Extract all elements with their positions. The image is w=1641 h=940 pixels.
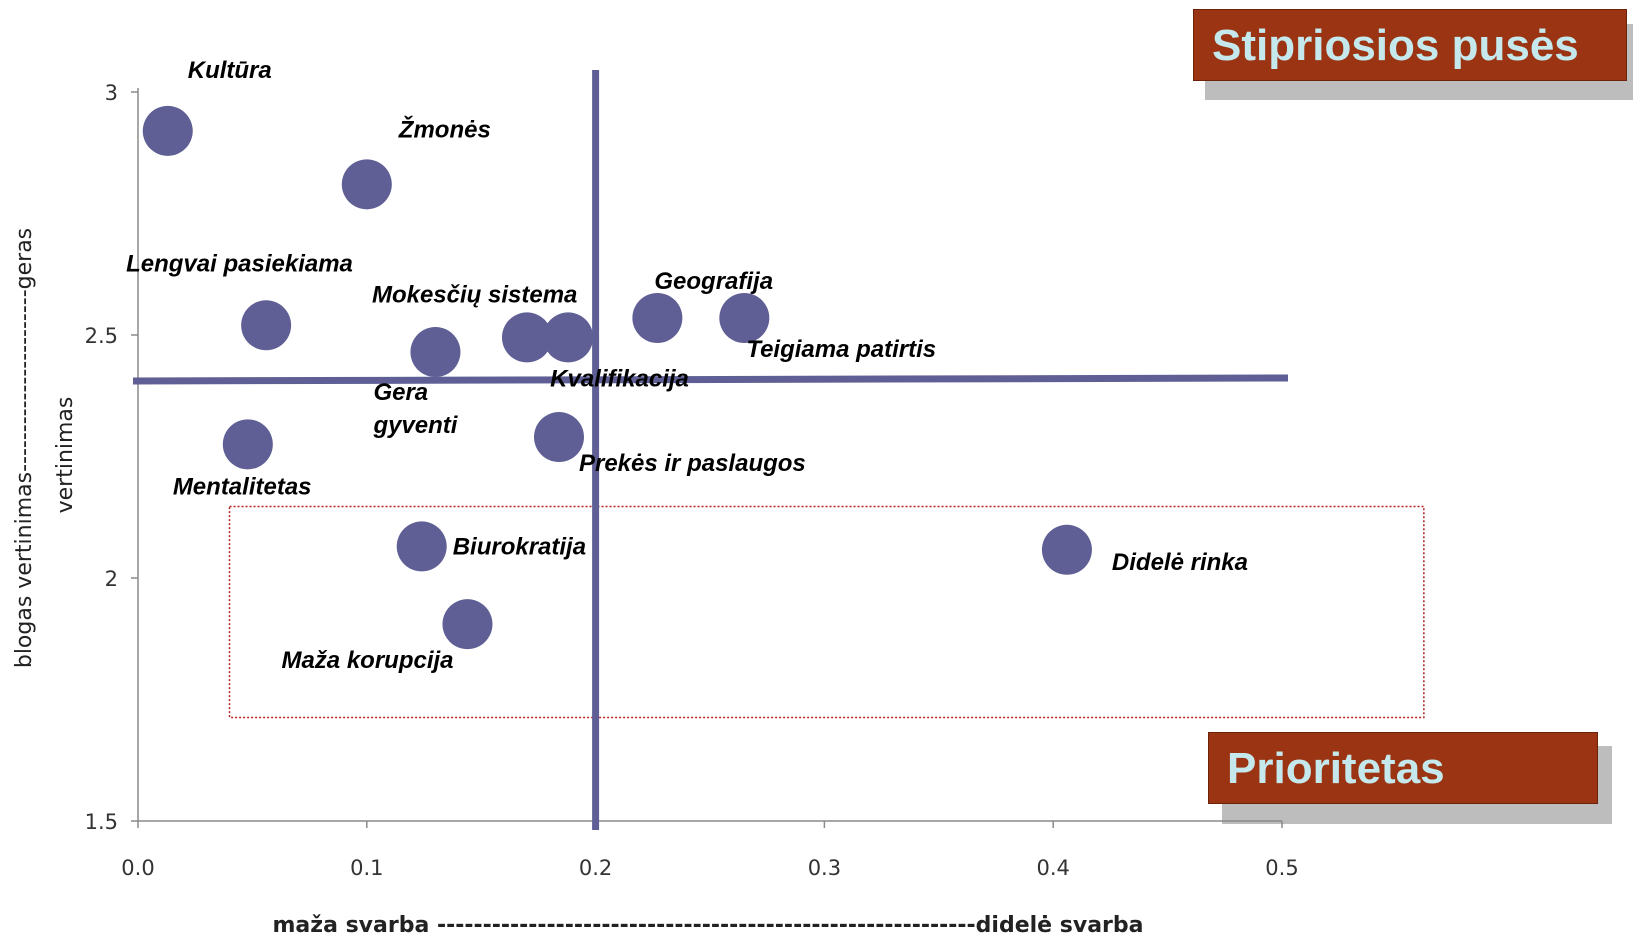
data-point	[341, 159, 392, 210]
data-point-label: Žmonės	[398, 115, 491, 143]
data-point-label: Geografija	[654, 268, 773, 295]
x-axis-label: maža svarba ----------------------------…	[273, 913, 1144, 938]
data-point-label: Prekės ir paslaugos	[579, 450, 806, 477]
data-point-label: Teigiama patirtis	[746, 336, 936, 363]
x-tick-label: 0.2	[579, 856, 612, 880]
strengths-banner: Stipriosios pusės	[1193, 9, 1627, 81]
data-point	[533, 412, 584, 463]
horizontal-reference-line	[132, 374, 1289, 385]
data-point	[719, 292, 770, 343]
y-tick-label: 2.5	[85, 324, 118, 348]
data-point	[410, 327, 461, 378]
data-point-label: Gera	[373, 379, 428, 406]
data-point-label: gyventi	[372, 412, 458, 439]
data-point	[241, 300, 292, 351]
x-tick-label: 0.0	[121, 856, 154, 880]
y-tick-label: 2	[105, 567, 118, 591]
priority-banner: Prioritetas	[1208, 732, 1598, 804]
y-tick-label: 3	[105, 81, 118, 105]
highlight-box-layer	[228, 505, 1425, 719]
reference-lines-layer	[132, 70, 1289, 830]
data-point-label: Maža korupcija	[281, 647, 453, 674]
priority-highlight-box	[228, 505, 1425, 719]
data-point	[396, 521, 447, 572]
data-point	[1041, 524, 1092, 575]
data-point-label: Kvalifikacija	[550, 365, 689, 392]
data-points-layer	[142, 105, 1092, 650]
x-tick-label: 0.3	[808, 856, 841, 880]
x-tick-label: 0.5	[1265, 856, 1298, 880]
data-point	[222, 419, 273, 470]
point-labels-layer: Kultūra Žmonės Lengvai pasiekiama Gera gyven…	[126, 57, 1248, 674]
axes-layer: 0.0 0.1 0.2 0.3 0.4 0.5 1.5 2 2.5 3	[85, 81, 1299, 880]
data-point-label: Mentalitetas	[173, 473, 312, 500]
x-tick-label: 0.4	[1036, 856, 1069, 880]
y-axis-outer-label: blogas vertinimas-----------------------…	[12, 228, 37, 668]
data-point-label: Kultūra	[188, 57, 272, 84]
data-point	[442, 599, 493, 650]
data-point	[632, 292, 683, 343]
data-point	[543, 312, 594, 363]
data-point	[501, 312, 552, 363]
data-point	[142, 105, 193, 156]
data-point-label: Biurokratija	[453, 533, 586, 560]
data-point-label: Mokesčių sistema	[372, 281, 577, 308]
x-tick-label: 0.1	[350, 856, 383, 880]
y-tick-label: 1.5	[85, 810, 118, 834]
y-axis-inner-label: vertinimas	[53, 397, 78, 514]
data-point-label: Didelė rinka	[1112, 549, 1248, 576]
data-point-label: Lengvai pasiekiama	[126, 250, 353, 277]
